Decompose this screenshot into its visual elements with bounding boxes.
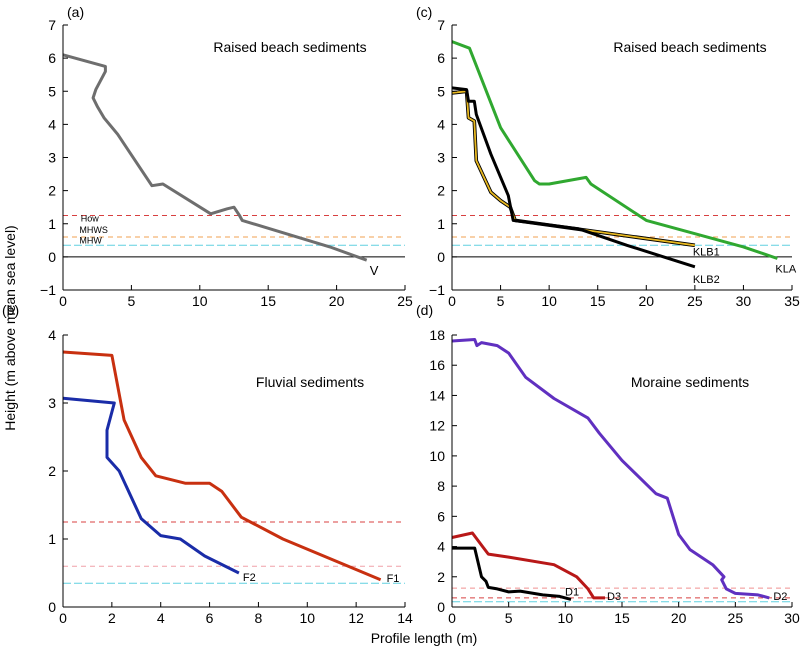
- y-tick-label: −1: [429, 282, 445, 298]
- y-tick-label: 3: [48, 395, 56, 411]
- series-label-klb1: KLB1: [693, 246, 720, 258]
- y-tick-label: 3: [437, 150, 445, 166]
- panel-label: (a): [67, 4, 84, 20]
- y-tick-label: 0: [48, 249, 56, 265]
- y-tick-label: 2: [437, 183, 445, 199]
- y-tick-label: 4: [437, 116, 445, 132]
- series-f2: [62, 396, 240, 575]
- y-tick-label: 3: [48, 150, 56, 166]
- x-tick-label: 15: [614, 610, 630, 626]
- y-tick-label: 14: [429, 387, 445, 403]
- series-label-d2: D2: [773, 591, 787, 603]
- x-tick-label: 30: [736, 293, 752, 309]
- series-d1: [452, 546, 572, 601]
- y-tick-label: 4: [437, 539, 445, 555]
- series-kla: [451, 40, 778, 260]
- x-tick-label: 0: [59, 610, 67, 626]
- x-tick-label: 5: [505, 610, 513, 626]
- y-tick-label: 0: [48, 599, 56, 615]
- x-tick-label: 14: [397, 610, 413, 626]
- y-tick-label: −1: [40, 282, 56, 298]
- y-tick-label: 0: [437, 599, 445, 615]
- y-tick-label: 5: [48, 83, 56, 99]
- x-axis-label: Profile length (m): [371, 630, 478, 646]
- x-tick-label: 2: [108, 610, 116, 626]
- x-tick-label: 6: [206, 610, 214, 626]
- x-tick-label: 25: [397, 293, 413, 309]
- panel-title: Fluvial sediments: [256, 374, 364, 390]
- panel-title: Moraine sediments: [631, 374, 749, 390]
- x-tick-label: 35: [784, 293, 800, 309]
- y-tick-label: 6: [48, 50, 56, 66]
- panel-d: D2 D3 D1 0 2 4 6 8 10 12 14 16 18 0 5 10 15 20 25 30 Moraine…: [416, 302, 800, 626]
- y-axis-label: Height (m above mean sea level): [2, 225, 18, 430]
- x-tick-label: 10: [192, 293, 208, 309]
- series-f1: [62, 350, 382, 582]
- x-tick-label: 0: [59, 293, 67, 309]
- x-tick-label: 8: [255, 610, 263, 626]
- series-label-klb2: KLB2: [693, 274, 720, 286]
- ref-label-how: How: [81, 213, 100, 223]
- x-tick-label: 5: [497, 293, 505, 309]
- x-tick-label: 15: [590, 293, 606, 309]
- y-tick-label: 1: [48, 216, 56, 232]
- y-tick-label: 6: [437, 50, 445, 66]
- x-tick-label: 10: [558, 610, 574, 626]
- series-label-d3: D3: [607, 591, 621, 603]
- series-label-kla: KLA: [775, 264, 796, 276]
- panel-label: (c): [416, 4, 432, 20]
- x-tick-label: 0: [448, 610, 456, 626]
- x-tick-label: 10: [299, 610, 315, 626]
- y-tick-label: 0: [437, 249, 445, 265]
- y-tick-label: 10: [429, 448, 445, 464]
- series-label-f2: F2: [243, 572, 256, 584]
- x-tick-label: 12: [348, 610, 364, 626]
- y-tick-label: 2: [48, 463, 56, 479]
- ref-label-mhw: MHW: [79, 235, 102, 245]
- y-tick-label: 1: [48, 531, 56, 547]
- series-v: [62, 53, 368, 262]
- y-tick-label: 2: [48, 183, 56, 199]
- x-tick-label: 5: [128, 293, 136, 309]
- panel-label: (b): [2, 302, 19, 318]
- y-tick-label: 12: [429, 418, 445, 434]
- y-tick-label: 8: [437, 478, 445, 494]
- panel-label: (d): [416, 302, 433, 318]
- x-tick-label: 25: [728, 610, 744, 626]
- panel-title: Raised beach sediments: [613, 39, 766, 55]
- y-tick-label: 5: [437, 83, 445, 99]
- y-tick-label: 18: [429, 327, 445, 343]
- ref-label-mhws: MHWS: [79, 225, 108, 235]
- x-tick-label: 30: [784, 610, 800, 626]
- x-tick-label: 25: [687, 293, 703, 309]
- series-label-v: V: [370, 263, 379, 278]
- y-tick-label: 6: [437, 508, 445, 524]
- x-tick-label: 10: [541, 293, 557, 309]
- x-tick-label: 15: [260, 293, 276, 309]
- x-tick-label: 20: [671, 610, 687, 626]
- x-tick-label: 4: [157, 610, 165, 626]
- y-tick-label: 16: [429, 357, 445, 373]
- y-tick-label: 2: [437, 569, 445, 585]
- y-tick-label: 7: [48, 17, 56, 33]
- x-tick-label: 20: [638, 293, 654, 309]
- series-klb2: [451, 86, 696, 269]
- y-tick-label: 1: [437, 216, 445, 232]
- x-tick-label: 0: [448, 293, 456, 309]
- series-label-f1: F1: [387, 573, 400, 585]
- x-tick-label: 20: [329, 293, 345, 309]
- y-tick-label: 4: [48, 116, 56, 132]
- y-tick-label: 4: [48, 327, 56, 343]
- series-d3: [451, 531, 605, 600]
- panel-title: Raised beach sediments: [213, 39, 366, 55]
- y-tick-label: 7: [437, 17, 445, 33]
- series-label-d1: D1: [565, 586, 579, 598]
- series-d2: [451, 338, 770, 600]
